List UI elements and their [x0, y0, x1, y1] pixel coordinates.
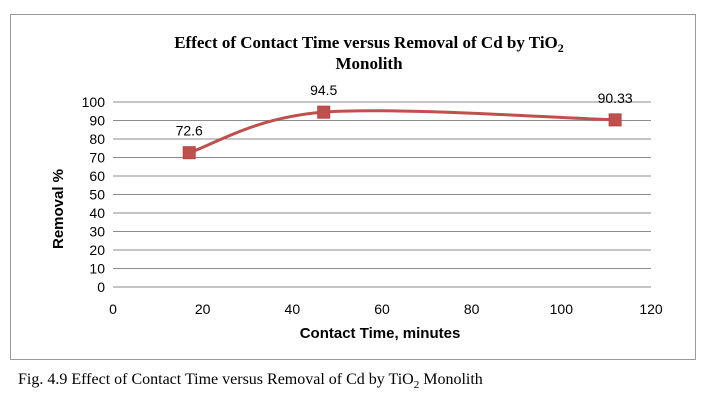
chart-title: Effect of Contact Time versus Removal of…	[174, 33, 564, 55]
x-tick-label-80: 80	[464, 301, 480, 317]
x-tick-label-60: 60	[374, 301, 390, 317]
caption-prefix: Fig. 4.9 Effect of Contact Time versus R…	[18, 371, 414, 388]
y-axis-label: Removal %	[50, 169, 67, 249]
series: 72.6 94.5 90.33	[176, 82, 633, 160]
y-tick-label-90: 90	[89, 113, 105, 129]
y-tick-label-0: 0	[97, 279, 105, 295]
x-tick-label-100: 100	[550, 301, 574, 317]
y-tick-label-100: 100	[82, 94, 106, 110]
caption-subscript: 2	[413, 379, 420, 392]
figure-caption: Fig. 4.9 Effect of Contact Time versus R…	[18, 371, 483, 391]
grid	[113, 101, 651, 288]
y-tick-label-50: 50	[89, 187, 105, 203]
data-point-1	[317, 105, 331, 119]
x-tick-label-0: 0	[109, 301, 117, 317]
chart-title-line1: Effect of Contact Time versus Removal of…	[174, 33, 558, 52]
data-label-0: 72.6	[176, 123, 203, 139]
x-tick-label-120: 120	[639, 301, 663, 317]
chart: Effect of Contact Time versus Removal of…	[50, 33, 663, 342]
data-point-0	[182, 146, 196, 160]
x-tick-label-40: 40	[285, 301, 301, 317]
y-tick-label-80: 80	[89, 131, 105, 147]
y-tick-label-40: 40	[89, 205, 105, 221]
x-axis-label: Contact Time, minutes	[300, 325, 461, 342]
data-label-1: 94.5	[310, 82, 337, 98]
data-label-2: 90.33	[598, 90, 633, 106]
chart-title-subscript: 2	[558, 41, 564, 55]
y-tick-label-20: 20	[89, 242, 105, 258]
series-0-line	[188, 109, 616, 155]
data-point-2	[608, 113, 622, 127]
x-tick-label-20: 20	[195, 301, 211, 317]
x-tick-labels: 0 20 40 60 80 100 120	[109, 301, 663, 317]
y-tick-label-10: 10	[89, 261, 105, 277]
y-tick-label-60: 60	[89, 168, 105, 184]
y-tick-label-70: 70	[89, 150, 105, 166]
caption-suffix: Monolith	[419, 371, 483, 388]
y-tick-label-30: 30	[89, 224, 105, 240]
chart-title-line2: Monolith	[335, 54, 403, 73]
y-tick-labels: 0 10 20 30 40 50 60 70 80 90 100	[82, 94, 106, 295]
chart-frame: Effect of Contact Time versus Removal of…	[10, 14, 696, 360]
